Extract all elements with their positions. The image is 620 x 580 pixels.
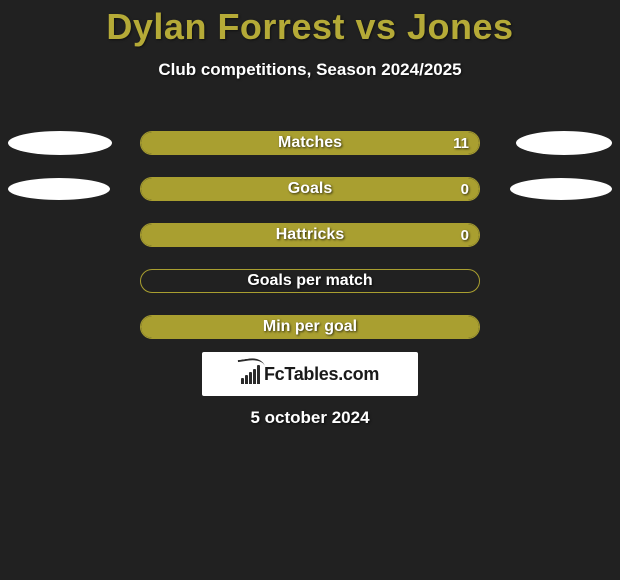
page-title: Dylan Forrest vs Jones — [0, 0, 620, 48]
team-ellipse-left — [8, 178, 110, 200]
team-ellipse-right — [510, 178, 612, 200]
stat-row: Goals per match — [0, 258, 620, 304]
stat-value: 0 — [461, 224, 469, 246]
stat-bar: Matches11 — [140, 131, 480, 155]
stat-bar: Min per goal — [140, 315, 480, 339]
stat-rows: Matches11 Goals0 Hattricks0 Goals per match… — [0, 120, 620, 350]
stat-bar-fill — [141, 316, 479, 338]
stat-bar: Goals per match — [140, 269, 480, 293]
chart-date: 5 october 2024 — [0, 408, 620, 428]
stat-bar-fill — [141, 224, 479, 246]
page-subtitle: Club competitions, Season 2024/2025 — [0, 60, 620, 80]
stat-value: 11 — [453, 132, 469, 154]
stat-label: Goals per match — [141, 270, 479, 292]
team-ellipse-left — [8, 131, 112, 155]
stat-row: Matches11 — [0, 120, 620, 166]
stat-row: Hattricks0 — [0, 212, 620, 258]
stat-row: Goals0 — [0, 166, 620, 212]
fctables-logo: FcTables.com — [202, 352, 418, 396]
team-ellipse-right — [516, 131, 612, 155]
stat-row: Min per goal — [0, 304, 620, 350]
stat-bar: Goals0 — [140, 177, 480, 201]
stat-bar-fill — [141, 132, 479, 154]
bar-chart-icon — [241, 364, 260, 384]
logo-text: FcTables.com — [264, 364, 379, 385]
stat-bar-fill — [141, 178, 479, 200]
stat-bar: Hattricks0 — [140, 223, 480, 247]
stat-value: 0 — [461, 178, 469, 200]
